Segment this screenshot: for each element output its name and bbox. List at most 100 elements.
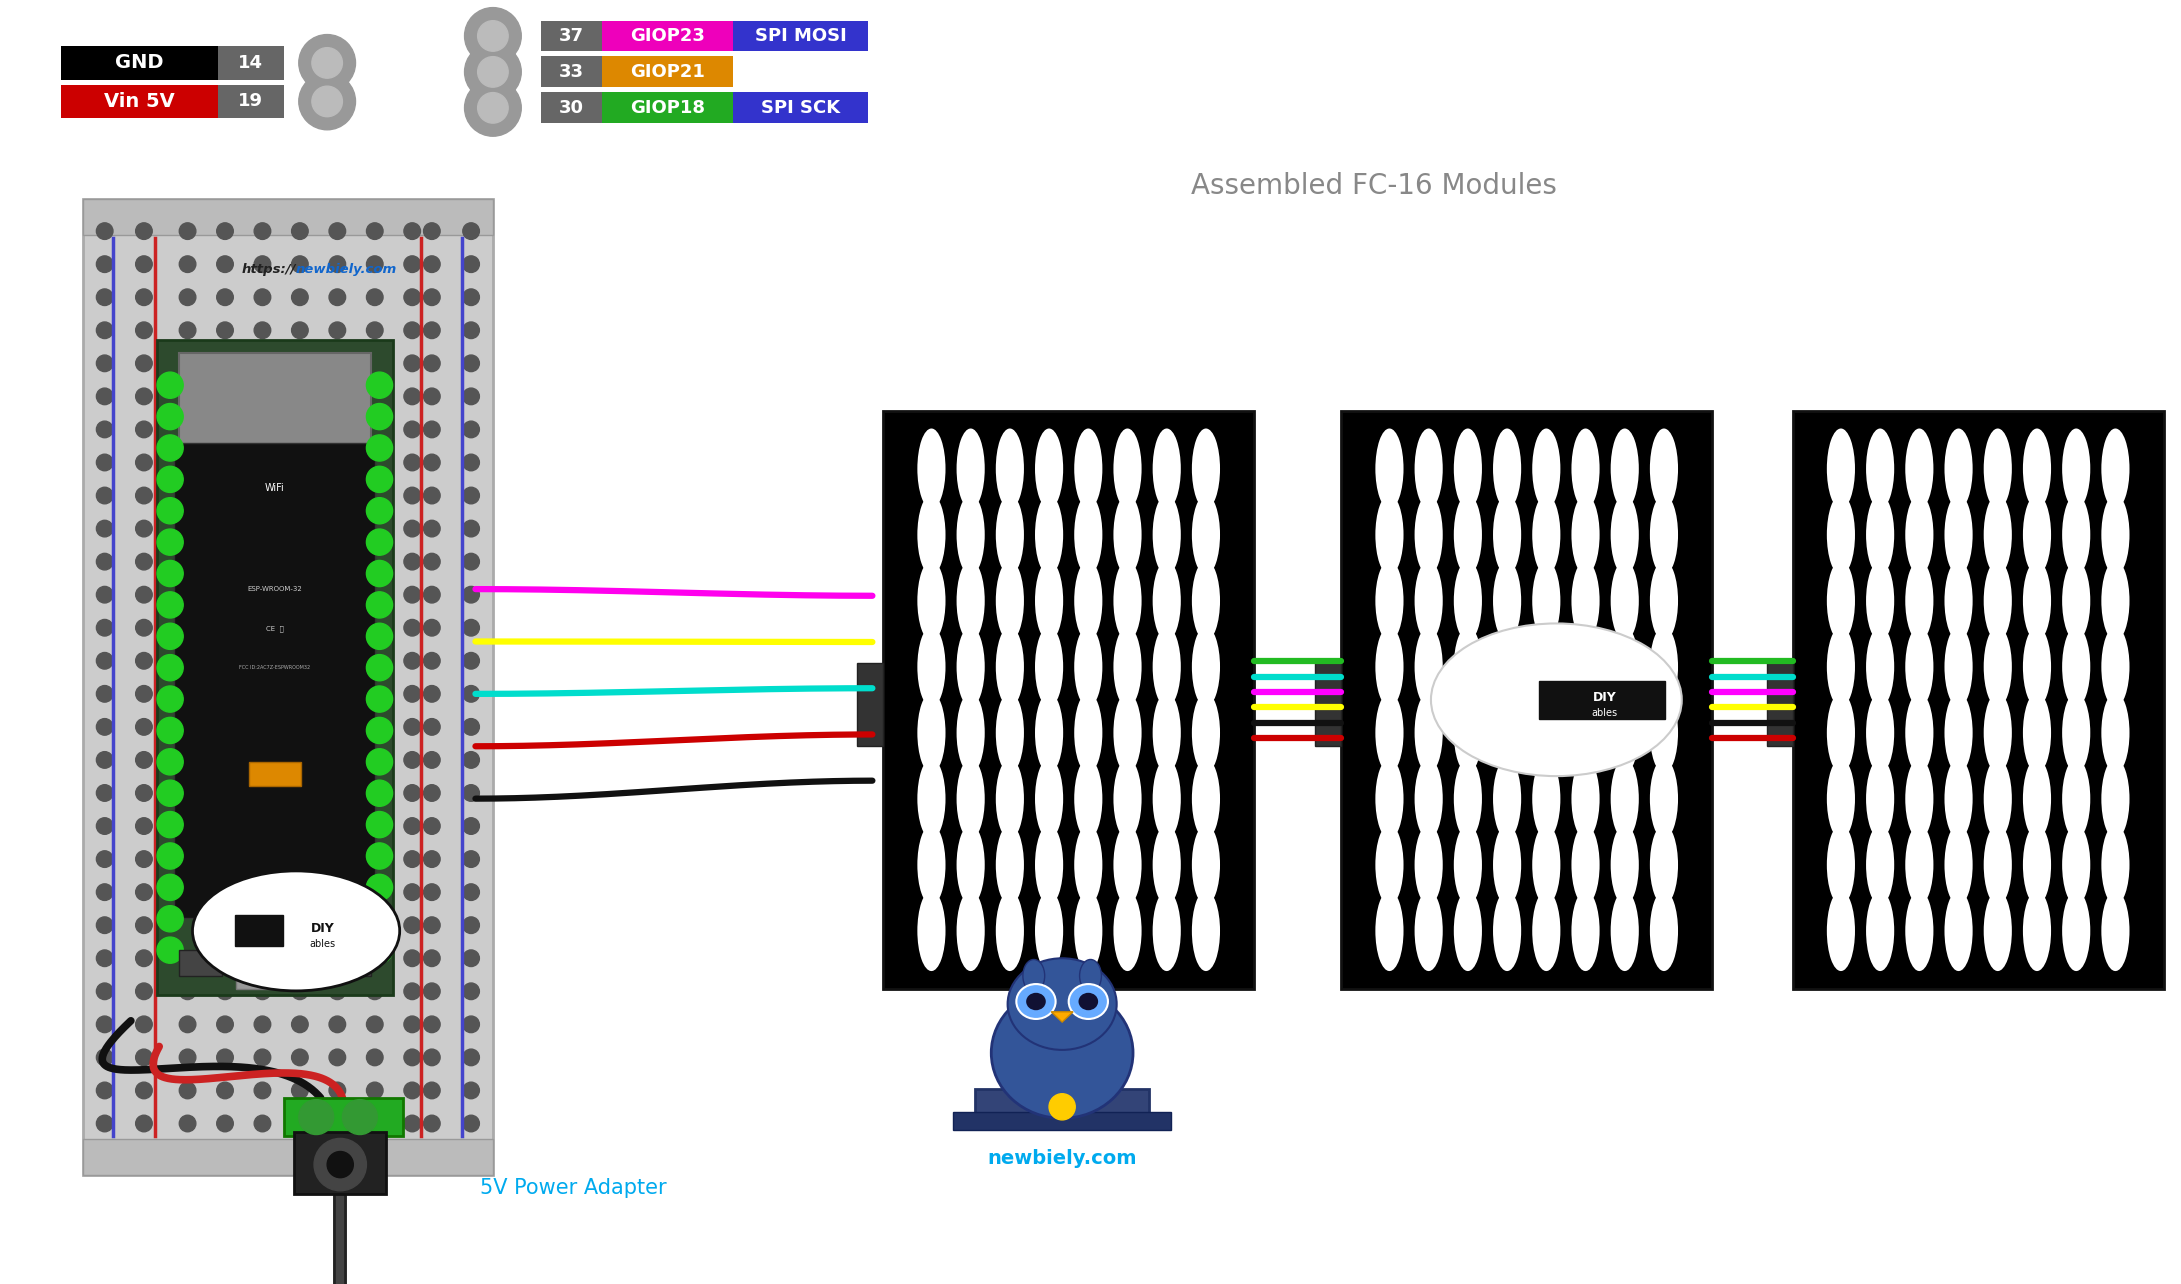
Ellipse shape bbox=[403, 917, 421, 933]
FancyBboxPatch shape bbox=[1793, 411, 2164, 989]
Ellipse shape bbox=[299, 1099, 334, 1135]
Ellipse shape bbox=[462, 1082, 480, 1099]
Ellipse shape bbox=[423, 553, 441, 570]
Ellipse shape bbox=[1415, 561, 1444, 641]
Text: DIY: DIY bbox=[310, 922, 334, 935]
Ellipse shape bbox=[329, 1049, 345, 1066]
Ellipse shape bbox=[135, 785, 153, 801]
Ellipse shape bbox=[997, 627, 1023, 707]
Ellipse shape bbox=[157, 749, 183, 776]
Ellipse shape bbox=[216, 322, 233, 339]
Ellipse shape bbox=[462, 587, 480, 603]
Ellipse shape bbox=[216, 686, 233, 702]
Ellipse shape bbox=[957, 429, 986, 508]
Ellipse shape bbox=[1152, 759, 1180, 838]
Ellipse shape bbox=[957, 692, 986, 773]
Ellipse shape bbox=[1455, 429, 1481, 508]
Ellipse shape bbox=[329, 686, 345, 702]
Ellipse shape bbox=[292, 553, 308, 570]
FancyBboxPatch shape bbox=[602, 21, 733, 51]
Ellipse shape bbox=[1906, 494, 1932, 575]
Ellipse shape bbox=[462, 751, 480, 768]
Ellipse shape bbox=[135, 520, 153, 537]
Ellipse shape bbox=[216, 917, 233, 933]
Ellipse shape bbox=[1828, 561, 1856, 641]
Ellipse shape bbox=[216, 587, 233, 603]
Ellipse shape bbox=[1075, 891, 1101, 971]
FancyBboxPatch shape bbox=[179, 950, 222, 976]
FancyBboxPatch shape bbox=[953, 1112, 1171, 1130]
Ellipse shape bbox=[1114, 494, 1141, 575]
Ellipse shape bbox=[299, 73, 356, 130]
Ellipse shape bbox=[423, 851, 441, 868]
Ellipse shape bbox=[1376, 692, 1405, 773]
Text: 5V Power Adapter: 5V Power Adapter bbox=[480, 1177, 667, 1198]
Ellipse shape bbox=[918, 891, 947, 971]
Text: newbiely.com: newbiely.com bbox=[988, 1149, 1136, 1167]
Ellipse shape bbox=[292, 950, 308, 967]
Ellipse shape bbox=[255, 388, 270, 404]
Ellipse shape bbox=[1573, 429, 1599, 508]
Ellipse shape bbox=[1376, 891, 1405, 971]
FancyBboxPatch shape bbox=[975, 1089, 1149, 1117]
Ellipse shape bbox=[423, 883, 441, 900]
Ellipse shape bbox=[292, 619, 308, 636]
FancyBboxPatch shape bbox=[1341, 411, 1712, 989]
Ellipse shape bbox=[2061, 759, 2089, 838]
Ellipse shape bbox=[135, 917, 153, 933]
Ellipse shape bbox=[2061, 627, 2089, 707]
Ellipse shape bbox=[478, 21, 508, 51]
Ellipse shape bbox=[1069, 984, 1108, 1019]
Ellipse shape bbox=[255, 421, 270, 438]
Ellipse shape bbox=[403, 322, 421, 339]
Ellipse shape bbox=[423, 686, 441, 702]
Ellipse shape bbox=[292, 223, 308, 239]
Text: DIY: DIY bbox=[1592, 691, 1616, 704]
Ellipse shape bbox=[179, 883, 196, 900]
Ellipse shape bbox=[423, 487, 441, 503]
Ellipse shape bbox=[255, 686, 270, 702]
Ellipse shape bbox=[366, 388, 384, 404]
Ellipse shape bbox=[1049, 1094, 1075, 1120]
Ellipse shape bbox=[292, 388, 308, 404]
Ellipse shape bbox=[1867, 824, 1895, 905]
Ellipse shape bbox=[135, 553, 153, 570]
Ellipse shape bbox=[366, 842, 393, 869]
Ellipse shape bbox=[366, 984, 384, 999]
Ellipse shape bbox=[292, 818, 308, 835]
Ellipse shape bbox=[1415, 692, 1444, 773]
Ellipse shape bbox=[1494, 891, 1520, 971]
Ellipse shape bbox=[1494, 429, 1520, 508]
Ellipse shape bbox=[918, 561, 947, 641]
Ellipse shape bbox=[1152, 494, 1180, 575]
Ellipse shape bbox=[157, 592, 183, 618]
Ellipse shape bbox=[462, 818, 480, 835]
Ellipse shape bbox=[292, 289, 308, 306]
Ellipse shape bbox=[179, 322, 196, 339]
Ellipse shape bbox=[1985, 824, 2011, 905]
Text: GIOP18: GIOP18 bbox=[630, 99, 704, 117]
Ellipse shape bbox=[1415, 824, 1444, 905]
Ellipse shape bbox=[2024, 692, 2050, 773]
Ellipse shape bbox=[1985, 627, 2011, 707]
Ellipse shape bbox=[216, 883, 233, 900]
FancyBboxPatch shape bbox=[61, 85, 218, 118]
Ellipse shape bbox=[1573, 759, 1599, 838]
Ellipse shape bbox=[255, 520, 270, 537]
Ellipse shape bbox=[292, 356, 308, 371]
Ellipse shape bbox=[423, 818, 441, 835]
Ellipse shape bbox=[255, 455, 270, 471]
Ellipse shape bbox=[2100, 627, 2129, 707]
Ellipse shape bbox=[1828, 759, 1856, 838]
Ellipse shape bbox=[1610, 759, 1638, 838]
Ellipse shape bbox=[216, 719, 233, 736]
Ellipse shape bbox=[1075, 494, 1101, 575]
Ellipse shape bbox=[2024, 759, 2050, 838]
Ellipse shape bbox=[96, 587, 113, 603]
Ellipse shape bbox=[366, 587, 384, 603]
Ellipse shape bbox=[423, 289, 441, 306]
Ellipse shape bbox=[292, 719, 308, 736]
Ellipse shape bbox=[423, 1049, 441, 1066]
Ellipse shape bbox=[1080, 959, 1101, 993]
Ellipse shape bbox=[179, 1049, 196, 1066]
